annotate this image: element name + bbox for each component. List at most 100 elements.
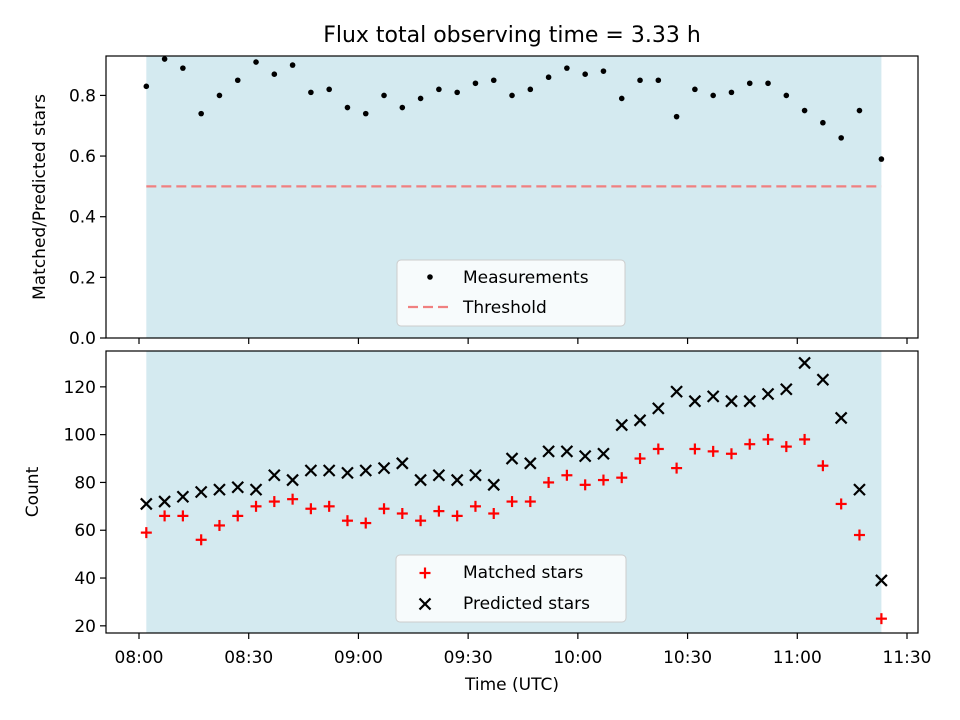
legend-threshold-label: Threshold	[462, 298, 547, 318]
matched-star-point	[433, 505, 445, 517]
measurement-point	[143, 83, 150, 90]
predicted-star-point	[633, 414, 647, 427]
matched-star-point	[744, 438, 756, 450]
matched-star-point	[287, 493, 299, 505]
matched-star-point	[817, 460, 829, 472]
measurement-point	[801, 107, 808, 114]
matched-star-point	[762, 433, 774, 445]
predicted-star-point	[761, 387, 775, 401]
count-y-tick-label: 100	[64, 426, 96, 446]
predicted-star-point	[158, 495, 171, 508]
predicted-star-point	[432, 468, 446, 482]
matched-star-point	[524, 496, 536, 508]
matched-star-point	[360, 517, 372, 529]
matched-star-point	[268, 496, 280, 508]
matched-star-point	[616, 472, 628, 484]
measurement-point	[856, 107, 863, 114]
predicted-star-point	[578, 449, 592, 463]
measurement-point	[582, 71, 588, 77]
predicted-star-point	[414, 473, 427, 487]
predicted-star-point	[377, 461, 391, 475]
matched-star-point	[634, 453, 646, 465]
legend-measurements-label: Measurements	[463, 268, 589, 288]
measurement-point	[253, 59, 259, 65]
measurement-point	[673, 113, 680, 120]
predicted-star-point	[780, 382, 793, 396]
count-panel: 20 40 60 80 100 120 08:00 08:30 09:00 09:30 10:00…	[23, 350, 932, 695]
ratio-y-label: Matched/Predicted stars	[30, 94, 50, 300]
legend-measurements-marker	[427, 274, 433, 280]
measurement-point	[637, 77, 643, 84]
legend-predicted-label: Predicted stars	[463, 594, 590, 614]
matched-star-point	[597, 474, 609, 486]
measurement-point	[180, 65, 186, 71]
ratio-plot-frame	[105, 55, 919, 339]
ratio-y-tick-label: 0.2	[69, 268, 96, 288]
count-points	[140, 356, 888, 625]
count-y-tick-label: 20	[74, 617, 96, 637]
predicted-star-point	[359, 464, 373, 477]
measurement-point	[710, 92, 716, 99]
predicted-star-point	[670, 385, 683, 398]
predicted-star-point	[560, 445, 574, 458]
figure-title: Flux total observing time = 3.33 h	[323, 23, 701, 48]
measurement-point	[878, 156, 885, 162]
predicted-star-point	[286, 473, 299, 487]
legend-predicted-glyph	[418, 597, 432, 611]
count-y-label: Count	[23, 466, 43, 517]
predicted-star-point	[706, 390, 720, 403]
matched-star-point	[652, 443, 664, 455]
predicted-star-point	[542, 445, 555, 458]
legend-matched-glyph	[419, 567, 431, 579]
matched-star-point	[835, 498, 847, 510]
measurement-point	[289, 62, 296, 68]
predicted-star-point	[213, 483, 226, 496]
legend-matched-marker	[419, 567, 431, 579]
predicted-star-point	[875, 574, 888, 587]
measurement-point	[820, 119, 826, 126]
measurement-point	[216, 92, 223, 99]
predicted-star-point	[176, 490, 190, 504]
count-x-tick-label: 09:30	[444, 648, 493, 668]
count-x-tick-label: 11:00	[773, 648, 822, 668]
measurement-point	[564, 65, 570, 71]
count-y-tick-label: 60	[74, 521, 96, 541]
matched-star-point	[177, 510, 189, 522]
measurement-point	[344, 104, 351, 111]
predicted-star-point	[140, 497, 153, 511]
measurement-point	[326, 86, 332, 93]
count-plot-frame	[105, 350, 919, 634]
measurement-point	[545, 74, 552, 81]
measurement-point	[509, 92, 515, 99]
measurement-point	[271, 71, 278, 77]
measurement-point	[417, 95, 424, 102]
matched-star-point	[305, 503, 317, 515]
measurement-point	[600, 68, 607, 74]
predicted-star-point	[798, 356, 811, 370]
predicted-star-point	[652, 402, 665, 415]
predicted-star-point	[487, 478, 501, 492]
count-legend: Matched stars Predicted stars	[395, 554, 627, 623]
measurement-point	[198, 110, 204, 117]
matched-star-point	[671, 462, 683, 474]
matched-star-point	[469, 500, 481, 512]
predicted-star-point	[249, 483, 263, 496]
predicted-star-point	[743, 394, 757, 408]
measurement-point	[399, 104, 406, 111]
count-y-tick-label: 80	[74, 473, 96, 493]
count-legend-box	[395, 554, 627, 623]
measurement-point	[308, 89, 314, 96]
count-y-tick-label: 120	[64, 378, 96, 398]
ratio-points	[143, 56, 885, 162]
ratio-x-ticks	[138, 338, 908, 344]
measurement-point	[838, 135, 844, 141]
matched-star-point	[543, 476, 555, 488]
measurement-point	[436, 86, 442, 93]
measurement-point	[765, 80, 771, 87]
matched-star-point	[396, 508, 408, 520]
matched-star-point	[579, 479, 591, 491]
measurement-point	[362, 110, 369, 117]
predicted-star-point	[615, 418, 629, 432]
measurement-point	[234, 77, 241, 84]
